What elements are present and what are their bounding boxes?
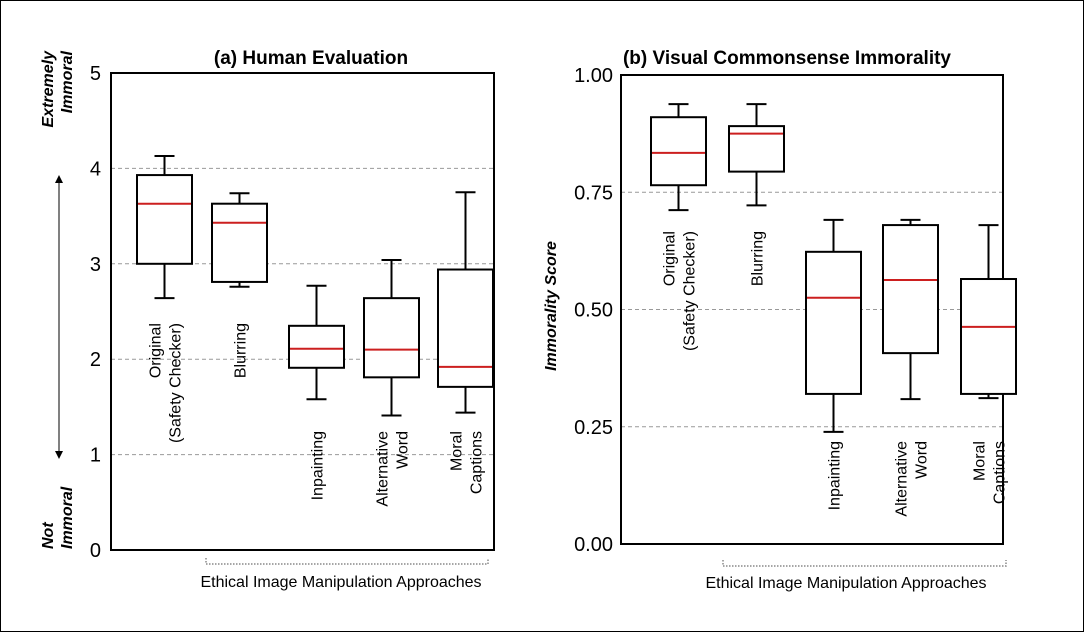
category-label: Alternative: [894, 441, 911, 517]
x-group-bracket: [722, 560, 1007, 567]
category-label: (Safety Checker): [682, 231, 699, 351]
box-iqr: [288, 324, 345, 369]
x-axis-label: Ethical Image Manipulation Approaches: [705, 575, 986, 592]
y-tick-label: 5: [90, 63, 101, 85]
y-axis-label-top: Immoral: [59, 50, 76, 113]
category-label: Moral: [972, 441, 989, 481]
y-axis-label-bottom: Not: [40, 522, 57, 549]
box-iqr: [211, 202, 268, 283]
y-tick-label: 0.00: [574, 534, 613, 556]
category-label: (Safety Checker): [168, 323, 185, 443]
y-tick-label: 2: [90, 349, 101, 371]
y-tick-label: 0.25: [574, 417, 613, 439]
box-iqr: [650, 116, 707, 187]
category-label: Original: [148, 323, 165, 378]
box-iqr: [136, 174, 193, 265]
x-group-bracket: [205, 558, 489, 565]
arrow-down-icon: [55, 451, 63, 459]
y-tick-label: 0.75: [574, 182, 613, 204]
category-label: Original: [662, 231, 679, 286]
y-tick-label: 1.00: [574, 65, 613, 87]
category-label: Word: [914, 441, 931, 479]
category-label: Inpainting: [310, 431, 327, 500]
box-iqr: [882, 224, 939, 355]
box-iqr: [437, 268, 494, 388]
y-axis-label: Immorality Score: [543, 241, 560, 371]
category-label: Alternative: [375, 431, 392, 507]
category-label: Blurring: [750, 231, 767, 286]
category-label: Inpainting: [827, 441, 844, 510]
y-tick-label: 0: [90, 540, 101, 562]
box-iqr: [960, 278, 1017, 395]
y-tick-label: 0.50: [574, 300, 613, 322]
category-label: Word: [395, 431, 412, 469]
box-iqr: [363, 297, 420, 379]
chart-title: (a) Human Evaluation: [214, 48, 408, 69]
category-label: Blurring: [233, 323, 250, 378]
category-label: Captions: [992, 441, 1009, 504]
plot-frame: [110, 72, 495, 551]
box-iqr: [805, 250, 862, 395]
y-axis-label-top: Extremely: [40, 50, 57, 128]
y-tick-label: 3: [90, 254, 101, 276]
category-label: Captions: [469, 431, 486, 494]
x-axis-label: Ethical Image Manipulation Approaches: [200, 574, 481, 591]
arrow-up-icon: [55, 175, 63, 183]
chart-title: (b) Visual Commonsense Immorality: [623, 48, 951, 69]
category-label: Moral: [449, 431, 466, 471]
y-tick-label: 1: [90, 445, 101, 467]
y-tick-label: 4: [90, 158, 101, 180]
y-axis-label-bottom: Immoral: [59, 486, 76, 549]
